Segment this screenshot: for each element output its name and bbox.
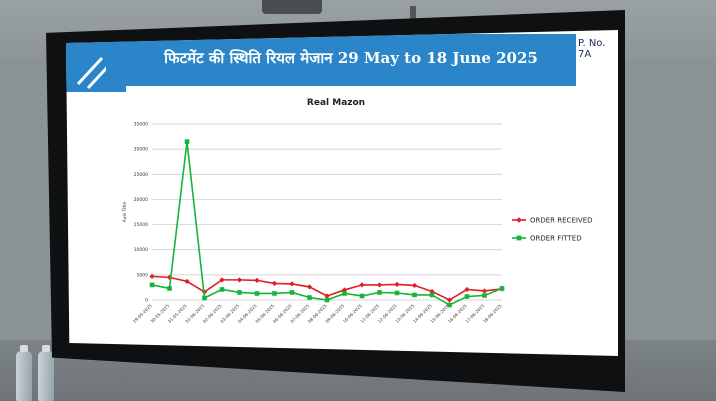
data-point <box>184 278 190 284</box>
data-point <box>289 281 295 287</box>
data-point <box>166 274 173 280</box>
legend: ORDER RECEIVED ORDER FITTED <box>512 217 593 243</box>
data-point <box>482 293 487 298</box>
water-bottle <box>16 345 32 401</box>
page-number: P. No. 7A <box>578 38 606 60</box>
water-bottle <box>38 345 54 401</box>
y-tick-label: 5000 <box>137 272 149 278</box>
y-tick-labels: 0 5000 10000 15000 20000 25000 30000 35000 <box>134 122 148 304</box>
data-point <box>412 292 417 298</box>
title-bar <box>106 34 576 86</box>
data-point <box>237 290 242 295</box>
x-tick-label: 18-06-2025 <box>482 303 503 324</box>
data-point <box>254 277 260 283</box>
gridlines <box>152 123 502 301</box>
data-point <box>447 302 452 308</box>
data-point <box>359 282 365 288</box>
data-point <box>429 292 435 298</box>
line-chart: Real Mazon Axis Title 0 5000 10000 15000 200… <box>122 98 593 324</box>
data-point <box>446 297 453 303</box>
series-lines <box>149 139 505 308</box>
y-tick-label: 25000 <box>134 172 148 178</box>
data-point <box>376 282 383 288</box>
wall-mount <box>262 0 322 14</box>
data-point <box>306 284 313 290</box>
data-point <box>342 291 347 296</box>
data-point <box>149 282 155 288</box>
data-point <box>394 281 400 288</box>
data-point <box>394 290 400 296</box>
data-point <box>464 286 470 293</box>
y-tick-label: 30000 <box>134 147 148 153</box>
chart-title: Real Mazon <box>307 98 365 108</box>
wall-fixture <box>410 6 416 20</box>
data-point <box>377 290 382 295</box>
data-point <box>359 293 365 299</box>
series-line <box>151 141 503 306</box>
data-point <box>411 282 418 289</box>
legend-label: ORDER RECEIVED <box>530 217 593 225</box>
y-tick-label: 20000 <box>134 197 148 203</box>
data-point <box>481 288 488 294</box>
y-tick-label: 10000 <box>134 247 148 253</box>
data-point <box>307 295 312 300</box>
data-point <box>271 280 278 287</box>
data-point <box>236 277 243 283</box>
legend-marker <box>516 235 522 241</box>
data-point <box>149 273 155 279</box>
y-tick-label: 15000 <box>134 222 148 228</box>
data-point <box>219 287 225 292</box>
data-point <box>184 139 190 144</box>
legend-marker <box>516 217 522 223</box>
slide-screen: फिटमेंट की स्थिति रियल मेजान 29 May to 1… <box>66 30 618 356</box>
data-point <box>324 293 330 299</box>
data-point <box>289 290 295 295</box>
slide-title: फिटमेंट की स्थिति रियल मेजान 29 May to 1… <box>164 49 538 67</box>
y-axis-title: Axis Title <box>122 202 128 223</box>
legend-label: ORDER FITTED <box>530 235 582 243</box>
data-point <box>254 291 260 296</box>
data-point <box>167 286 172 291</box>
data-point <box>272 291 277 296</box>
data-point <box>499 286 505 291</box>
y-tick-label: 0 <box>145 298 148 304</box>
data-point <box>464 294 470 299</box>
data-point <box>202 295 207 301</box>
y-tick-label: 35000 <box>134 122 148 128</box>
data-point <box>324 297 330 303</box>
